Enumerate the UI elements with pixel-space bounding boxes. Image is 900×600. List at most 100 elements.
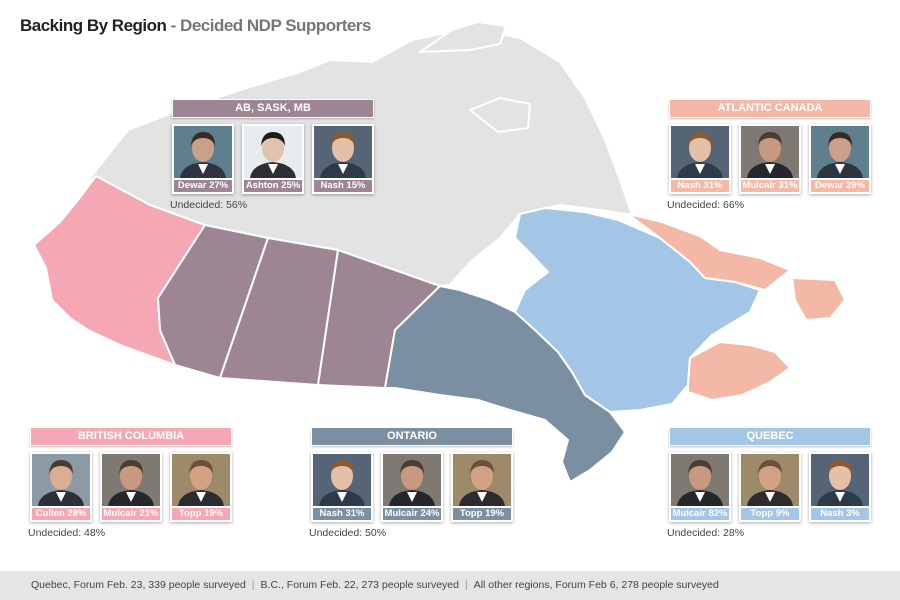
candidate-name: Topp — [178, 508, 202, 519]
candidate-card: Dewar 27% — [172, 124, 234, 194]
map-region-labrador — [627, 213, 791, 291]
candidate-percent: 31% — [345, 508, 365, 519]
footer-separator: | — [251, 579, 255, 591]
candidate-photo — [313, 454, 371, 506]
topp-photo-icon — [741, 454, 799, 506]
candidate-card: Dewar 29% — [809, 124, 871, 194]
candidate-card: Nash 15% — [312, 124, 374, 194]
candidate-photo — [314, 126, 372, 178]
candidate-card: Topp 9% — [739, 452, 801, 522]
region-header: BRITISH COLUMBIA — [30, 427, 232, 446]
candidate-card: Nash 3% — [809, 452, 871, 522]
candidate-caption: Topp 19% — [172, 508, 230, 520]
candidate-card: Mulcair 31% — [739, 124, 801, 194]
candidate-caption: Ashton 25% — [244, 180, 302, 192]
candidate-name: Nash — [320, 180, 344, 191]
region-panel-ontario: ONTARIO Nash 31% Mulcair 24% Topp 19% Undeci… — [309, 427, 513, 539]
candidate-caption: Nash 31% — [671, 180, 729, 192]
candidate-percent: 19% — [204, 508, 224, 519]
region-panel-bc: BRITISH COLUMBIA Cullen 28% Mulcair 21% Top… — [28, 427, 232, 539]
candidate-caption: Mulcair 31% — [741, 180, 799, 192]
survey-sources-footer: Quebec, Forum Feb. 23, 339 people survey… — [0, 571, 900, 600]
undecided-label: Undecided: 66% — [667, 199, 745, 211]
candidate-card: Mulcair 82% — [669, 452, 731, 522]
candidate-row: Mulcair 82% Topp 9% Nash 3% — [669, 452, 871, 522]
region-header: AB, SASK, MB — [172, 99, 374, 118]
candidate-caption: Mulcair 21% — [102, 508, 160, 520]
candidate-name: Mulcair — [742, 180, 776, 191]
nash-photo-icon — [671, 126, 729, 178]
topp-photo-icon — [172, 454, 230, 506]
candidate-name: Nash — [319, 508, 343, 519]
candidate-card: Cullen 28% — [30, 452, 92, 522]
candidate-photo — [741, 126, 799, 178]
candidate-caption: Mulcair 24% — [383, 508, 441, 520]
candidate-name: Mulcair — [103, 508, 137, 519]
footer-source-other: All other regions, Forum Feb 6, 278 peop… — [473, 579, 719, 591]
region-panel-quebec: QUEBEC Mulcair 82% Topp 9% Nash 3% Undecided… — [667, 427, 871, 539]
candidate-photo — [172, 454, 230, 506]
map-region-north-island — [419, 21, 507, 53]
candidate-name: Dewar — [177, 180, 207, 191]
candidate-card: Mulcair 24% — [381, 452, 443, 522]
candidate-caption: Topp 9% — [741, 508, 799, 520]
candidate-photo — [32, 454, 90, 506]
undecided-label: Undecided: 50% — [309, 527, 387, 539]
map-region-newfoundland — [791, 277, 846, 321]
candidate-card: Nash 31% — [669, 124, 731, 194]
candidate-percent: 29% — [846, 180, 866, 191]
topp-photo-icon — [453, 454, 511, 506]
ashton-photo-icon — [244, 126, 302, 178]
candidate-name: Topp — [750, 508, 774, 519]
candidate-caption: Mulcair 82% — [671, 508, 729, 520]
candidate-row: Nash 31% Mulcair 24% Topp 19% — [311, 452, 513, 522]
candidate-percent: 31% — [778, 180, 798, 191]
dewar-photo-icon — [174, 126, 232, 178]
candidate-caption: Nash 3% — [811, 508, 869, 520]
cullen-photo-icon — [32, 454, 90, 506]
footer-separator: | — [464, 579, 468, 591]
region-header: ATLANTIC CANADA — [669, 99, 871, 118]
candidate-name: Mulcair — [384, 508, 418, 519]
candidate-photo — [741, 454, 799, 506]
nash-photo-icon — [314, 126, 372, 178]
candidate-caption: Nash 15% — [314, 180, 372, 192]
undecided-label: Undecided: 28% — [667, 527, 745, 539]
candidate-photo — [811, 454, 869, 506]
candidate-name: Topp — [459, 508, 483, 519]
candidate-caption: Dewar 29% — [811, 180, 869, 192]
mulcair-photo-icon — [102, 454, 160, 506]
candidate-name: Nash — [820, 508, 844, 519]
candidate-caption: Topp 19% — [453, 508, 511, 520]
dewar-photo-icon — [811, 126, 869, 178]
candidate-caption: Nash 31% — [313, 508, 371, 520]
candidate-card: Ashton 25% — [242, 124, 304, 194]
candidate-row: Dewar 27% Ashton 25% Nash 15% — [172, 124, 374, 194]
region-panel-prairies: AB, SASK, MB Dewar 27% Ashton 25% Nash 15% U… — [170, 99, 374, 211]
candidate-percent: 21% — [139, 508, 159, 519]
candidate-percent: 9% — [775, 508, 790, 519]
candidate-name: Ashton — [245, 180, 279, 191]
undecided-label: Undecided: 48% — [28, 527, 106, 539]
title-main: Backing By Region — [20, 16, 167, 35]
candidate-percent: 27% — [209, 180, 229, 191]
candidate-percent: 28% — [67, 508, 87, 519]
region-panel-atlantic: ATLANTIC CANADA Nash 31% Mulcair 31% Dewar … — [667, 99, 871, 211]
candidate-percent: 15% — [346, 180, 366, 191]
candidate-photo — [244, 126, 302, 178]
candidate-photo — [811, 126, 869, 178]
candidate-row: Cullen 28% Mulcair 21% Topp 19% — [30, 452, 232, 522]
candidate-photo — [671, 126, 729, 178]
nash-photo-icon — [811, 454, 869, 506]
mulcair-photo-icon — [741, 126, 799, 178]
candidate-name: Nash — [677, 180, 701, 191]
footer-source-bc: B.C., Forum Feb. 22, 273 people surveyed — [260, 579, 459, 591]
candidate-name: Mulcair — [672, 508, 706, 519]
region-header: QUEBEC — [669, 427, 871, 446]
candidate-name: Cullen — [35, 508, 65, 519]
candidate-photo — [671, 454, 729, 506]
map-region-north-island — [469, 97, 531, 133]
candidate-percent: 3% — [846, 508, 860, 519]
candidate-row: Nash 31% Mulcair 31% Dewar 29% — [669, 124, 871, 194]
